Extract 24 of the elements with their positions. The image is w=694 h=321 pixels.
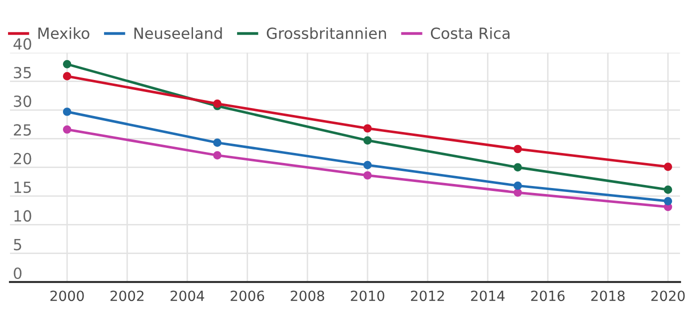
y-tick-label: 0 — [14, 267, 22, 280]
y-tick-label: 10 — [14, 210, 32, 222]
y-tick-label: 30 — [14, 96, 32, 108]
x-tick-label: 2006 — [230, 290, 264, 302]
y-tick-label: 5 — [14, 239, 22, 250]
x-tick-label: 2020 — [651, 290, 685, 302]
x-tick-label: 2014 — [471, 290, 505, 302]
x-tick-label: 2002 — [110, 290, 144, 302]
legend-label: Mexiko — [38, 27, 90, 40]
y-tick-label: 35 — [14, 66, 31, 78]
x-tick-label: 2008 — [290, 290, 324, 302]
x-tick-label: 2004 — [170, 290, 204, 302]
legend-label: Neuseeland — [134, 27, 222, 40]
y-tick-label: 20 — [14, 152, 32, 164]
x-tick-label: 2010 — [350, 290, 384, 302]
x-tick-label: 2016 — [531, 290, 565, 302]
x-tick-label: 2012 — [410, 290, 444, 302]
legend-label: Grossbritannien — [266, 27, 386, 40]
y-tick-label: 15 — [14, 182, 31, 194]
legend-label: Costa Rica — [430, 27, 510, 40]
y-tick-label: 25 — [14, 124, 31, 136]
x-tick-label: 2000 — [50, 290, 84, 302]
x-tick-label: 2018 — [591, 290, 625, 302]
y-tick-label: 40 — [14, 38, 32, 50]
